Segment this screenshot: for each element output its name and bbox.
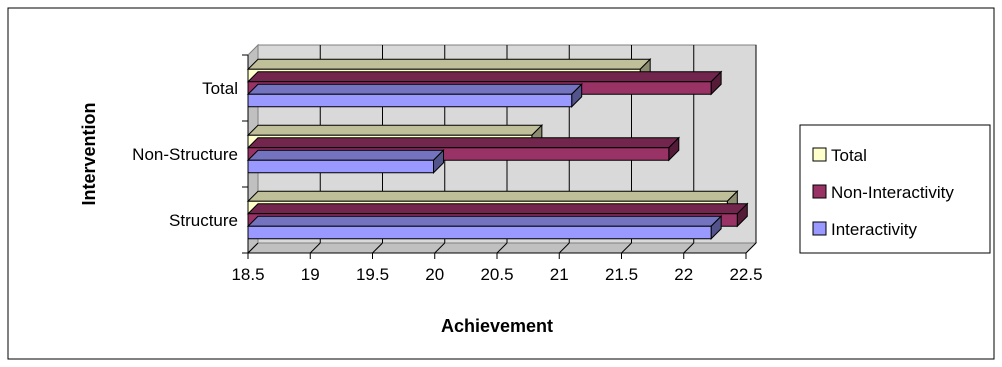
floor-tick: [309, 242, 321, 254]
bar-top-face: [246, 215, 723, 227]
legend-swatch-total: [812, 147, 827, 162]
bar-top-face: [246, 58, 652, 70]
floor-tick: [683, 242, 695, 254]
y-axis-title: Intervention: [79, 102, 99, 205]
bar-top-face: [246, 83, 583, 95]
bar-top-face: [246, 71, 723, 83]
bar-top-face: [246, 149, 445, 161]
x-tick-label: 19.5: [356, 265, 389, 284]
floor-tick: [434, 242, 446, 254]
x-tick-label: 22: [674, 265, 693, 284]
legend-label-non-interactivity: Non-Interactivity: [831, 183, 954, 202]
plot-area: 18.5 19 19.5 20 20.5 21 21.5 22 22.5 Structure Non…: [132, 43, 763, 284]
bar-top-face: [246, 124, 544, 136]
bar-interactivity-structure: [246, 215, 723, 240]
x-axis-title: Achievement: [441, 316, 553, 336]
bar-front-face: [247, 159, 435, 174]
bar-interactivity-total: [246, 83, 583, 108]
x-tick-label: 20: [425, 265, 444, 284]
legend: Total Non-Interactivity Interactivity: [799, 124, 991, 254]
legend-swatch-non-interactivity: [812, 184, 827, 199]
category-label-structure: Structure: [169, 211, 238, 230]
x-tick-label: 21.5: [605, 265, 638, 284]
floor-tick: [558, 242, 570, 254]
floor-tick: [372, 242, 383, 254]
category-label-total: Total: [202, 79, 238, 98]
legend-box: [799, 124, 991, 254]
floor-tick: [745, 242, 757, 254]
bar-top-face: [246, 203, 749, 215]
x-tick-label: 19: [301, 265, 320, 284]
bar-front-face: [247, 225, 712, 240]
floor-tick: [621, 242, 632, 254]
floor-tick: [247, 242, 259, 254]
legend-swatch-interactivity: [812, 221, 827, 236]
category-label-non-structure: Non-Structure: [132, 145, 238, 164]
bar-top-face: [246, 137, 681, 149]
x-tick-label: 18.5: [231, 265, 264, 284]
bar-front-face: [247, 93, 573, 108]
x-tick-label: 22.5: [729, 265, 762, 284]
floor-tick: [496, 242, 508, 254]
bar-interactivity-non-structure: [246, 149, 445, 174]
bar-top-face: [246, 190, 739, 202]
x-tick-label: 20.5: [480, 265, 513, 284]
legend-label-interactivity: Interactivity: [831, 220, 917, 239]
x-tick-label: 21: [550, 265, 569, 284]
legend-label-total: Total: [831, 146, 867, 165]
